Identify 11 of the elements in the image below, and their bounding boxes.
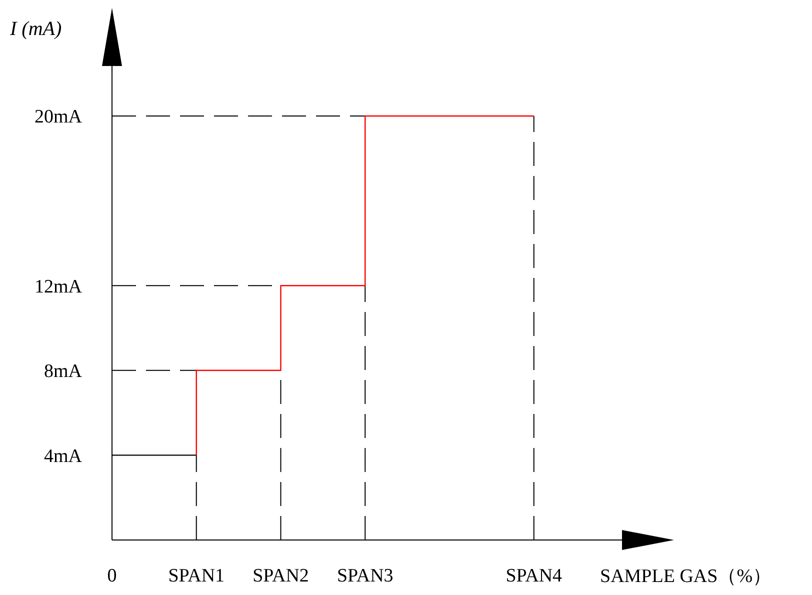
x-tick-label: SPAN2 [252,565,309,586]
y-tick-label: 12mA [34,276,82,298]
x-axis-title: SAMPLE GAS（%） [600,565,772,589]
x-tick-label: 0 [107,565,117,586]
y-axis-title: I (mA) [10,18,62,41]
x-tick-label: SPAN1 [168,565,225,586]
y-tick-label: 20mA [34,106,82,128]
x-tick-label: SPAN4 [506,565,563,586]
y-tick-label: 4mA [44,446,82,467]
y-tick-label: 8mA [44,361,82,382]
x-tick-label: SPAN3 [336,565,394,586]
